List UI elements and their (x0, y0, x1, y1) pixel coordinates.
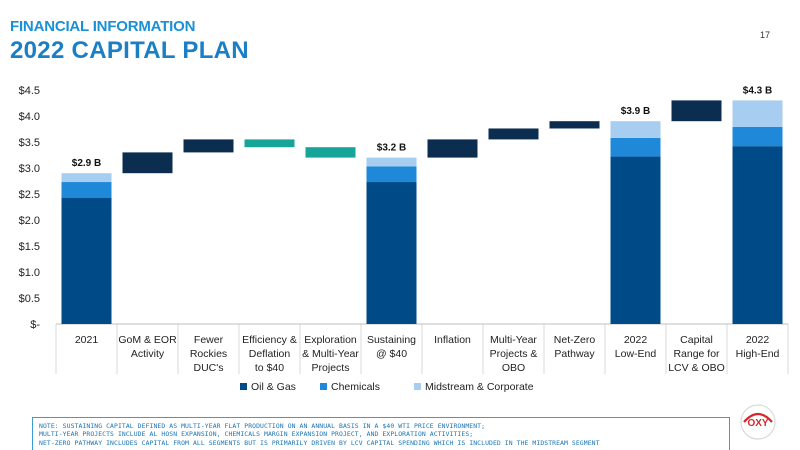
x-category-label: Net-Zero Pathway (554, 334, 596, 360)
x-category-label: 2022 High-End (736, 334, 780, 360)
bar-total-label: $4.3 B (743, 85, 772, 96)
page-number: 17 (760, 30, 771, 40)
x-category-label-line: Multi-Year (490, 334, 537, 346)
bar-segment-midstream-corporate (732, 100, 783, 127)
y-tick-label: $2.0 (19, 215, 40, 227)
x-category-label-line: Sustaining (367, 334, 416, 346)
x-category-label-line: 2022 (746, 334, 770, 346)
x-category-label: Inflation (434, 334, 471, 346)
y-tick-label: $3.0 (19, 163, 40, 175)
x-category-label-line: Fewer (194, 334, 224, 346)
x-category-label-line: Efficiency & (242, 334, 297, 346)
waterfall-step-bar (549, 121, 600, 129)
logo-wordmark: OXY (747, 418, 768, 429)
section-kicker: FINANCIAL INFORMATION (10, 18, 196, 35)
bar-segment-midstream-corporate (366, 157, 417, 167)
waterfall-step-bar (488, 128, 539, 140)
x-category-label-line: Range for (673, 348, 720, 360)
waterfall-step-bar (305, 147, 356, 158)
bar-segment-oil-gas (61, 197, 112, 324)
x-category-label: 2022 Low-End (615, 334, 657, 360)
bar-segment-chemicals (366, 166, 417, 183)
x-category-label-line: Rockies (190, 348, 227, 360)
x-category-label: Capital Range for LCV & OBO (668, 334, 725, 374)
legend-label: Oil & Gas (251, 381, 296, 393)
waterfall-step-bar (183, 139, 234, 153)
x-category-label: Multi-Year Projects & OBO (490, 334, 538, 374)
x-category-label: GoM & EOR Activity (118, 334, 177, 360)
legend-swatch (240, 383, 247, 390)
x-category-label: 2021 (75, 334, 99, 346)
waterfall-step-bar (244, 139, 295, 148)
footnote-line: NOTE: SUSTAINING CAPITAL DEFINED AS MULT… (39, 422, 486, 430)
x-category-label-line: Deflation (249, 348, 291, 360)
y-tick-label: $3.5 (19, 137, 40, 149)
x-category-label: Sustaining @ $40 (367, 334, 416, 360)
legend-swatch (320, 383, 327, 390)
legend-label: Midstream & Corporate (425, 381, 534, 393)
y-tick-label: $4.0 (19, 111, 40, 123)
bar-segment-chemicals (61, 182, 112, 198)
waterfall-step-bar (122, 152, 173, 174)
x-category-label-line: 2021 (75, 334, 99, 346)
x-category-label-line: DUC's (193, 362, 223, 374)
bar-total-label: $3.2 B (377, 143, 406, 154)
x-category-label-line: 2022 (624, 334, 648, 346)
x-category-label-line: Low-End (615, 348, 657, 360)
waterfall-step-bar (427, 139, 478, 158)
x-category-label-line: High-End (736, 348, 780, 360)
y-tick-label: $1.0 (19, 267, 40, 279)
x-category-label-line: to $40 (255, 362, 284, 374)
x-category-label-line: Pathway (554, 348, 595, 360)
logo-arc (743, 412, 773, 423)
y-tick-label: $- (30, 319, 40, 331)
footnote-box: NOTE: SUSTAINING CAPITAL DEFINED AS MULT… (32, 417, 730, 450)
y-tick-label: $2.5 (19, 189, 40, 201)
x-category-label: Exploration & Multi-Year Projects (302, 334, 359, 374)
x-category-label-line: Projects (312, 362, 350, 374)
x-category-label-line: Exploration (304, 334, 357, 346)
x-category-label-line: Projects & (490, 348, 538, 360)
x-category-label-line: Capital (680, 334, 713, 346)
x-category-label-line: @ $40 (376, 348, 407, 360)
footnote-line: NET-ZERO PATHWAY INCLUDES CAPITAL FROM A… (39, 438, 600, 447)
y-tick-label: $1.5 (19, 241, 40, 253)
x-category-label-line: Net-Zero (554, 334, 596, 346)
bar-segment-chemicals (732, 126, 783, 147)
x-category-label-line: OBO (502, 362, 525, 374)
y-tick-label: $4.5 (19, 85, 40, 97)
x-category-label-line: GoM & EOR (118, 334, 177, 346)
waterfall-step-bar (671, 100, 722, 122)
footnote-line: MULTI-YEAR PROJECTS INCLUDE AL HOSN EXPA… (39, 430, 474, 439)
x-category-label-line: Inflation (434, 334, 471, 346)
oxy-logo: OXY (740, 404, 776, 440)
bar-segment-oil-gas (366, 182, 417, 324)
legend-label: Chemicals (331, 381, 380, 393)
y-tick-label: $0.5 (19, 293, 40, 305)
bar-total-label: $2.9 B (72, 158, 101, 169)
x-category-label: Fewer Rockies DUC's (190, 334, 227, 374)
bar-segment-midstream-corporate (610, 121, 661, 138)
logo-ring (740, 404, 776, 440)
page-title: 2022 CAPITAL PLAN (10, 37, 249, 64)
bar-segment-chemicals (610, 137, 661, 157)
legend-swatch (414, 383, 421, 390)
bar-segment-midstream-corporate (61, 173, 112, 183)
x-category-label-line: Activity (131, 348, 165, 360)
x-category-label: Efficiency & Deflation to $40 (242, 334, 297, 374)
bar-segment-oil-gas (610, 156, 661, 324)
bar-segment-oil-gas (732, 146, 783, 324)
x-category-label-line: & Multi-Year (302, 348, 359, 360)
bar-total-label: $3.9 B (621, 106, 650, 117)
x-category-label-line: LCV & OBO (668, 362, 725, 374)
